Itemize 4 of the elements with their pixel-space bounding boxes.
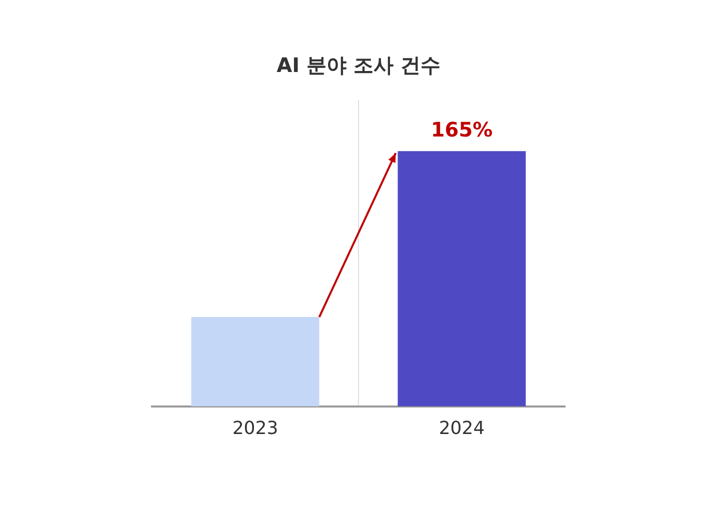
x-tick-label: 2024 <box>438 418 485 439</box>
annotation: 165% <box>430 117 493 142</box>
x-tick-label: 2023 <box>232 418 278 439</box>
chart-title: AI 분야 조사 건수 <box>276 53 440 78</box>
